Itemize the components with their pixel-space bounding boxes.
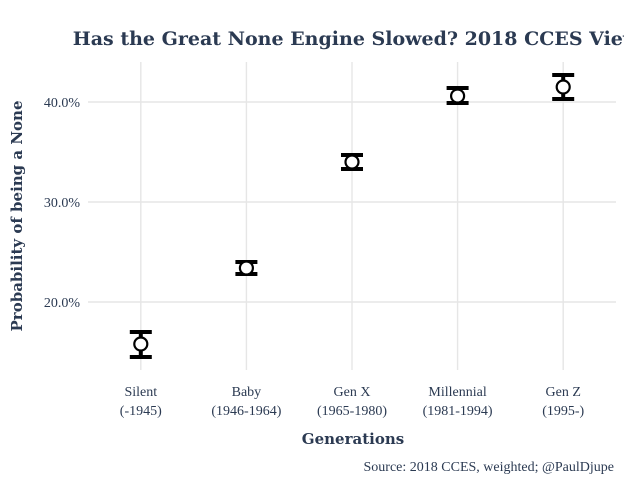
x-tick-label: Millennial (428, 385, 486, 400)
data-point (555, 79, 571, 95)
x-tick-label: Gen X (334, 385, 371, 400)
y-tick-label: 40.0% (44, 96, 81, 111)
x-tick-sublabel: (1946-1964) (211, 404, 281, 419)
y-tick-label: 30.0% (44, 196, 81, 211)
data-point (133, 336, 149, 352)
x-tick-sublabel: (1981-1994) (423, 404, 493, 419)
y-axis-title: Probability of being a None (8, 101, 26, 332)
y-tick-labels: 20.0% 30.0% 40.0% (44, 96, 81, 311)
chart-caption: Source: 2018 CCES, weighted; @PaulDjupe (364, 460, 614, 475)
x-tick-sublabel: (-1945) (120, 404, 162, 419)
x-axis-title: Generations (302, 430, 404, 448)
x-tick-sublabel: (1995-) (542, 404, 584, 419)
data-point (238, 260, 254, 276)
grid-layer (88, 62, 616, 370)
x-tick-label: Silent (124, 385, 157, 400)
x-tick-label: Baby (232, 385, 262, 400)
x-tick-sublabel: (1965-1980) (317, 404, 387, 419)
data-point (450, 88, 466, 104)
point-layer (133, 79, 571, 352)
data-point (344, 154, 360, 170)
x-tick-label: Gen Z (546, 385, 581, 400)
chart-title: Has the Great None Engine Slowed? 2018 C… (73, 28, 624, 50)
x-tick-labels: Silent (-1945) Baby (1946-1964) Gen X (1965-1… (120, 385, 585, 419)
y-tick-label: 20.0% (44, 296, 81, 311)
